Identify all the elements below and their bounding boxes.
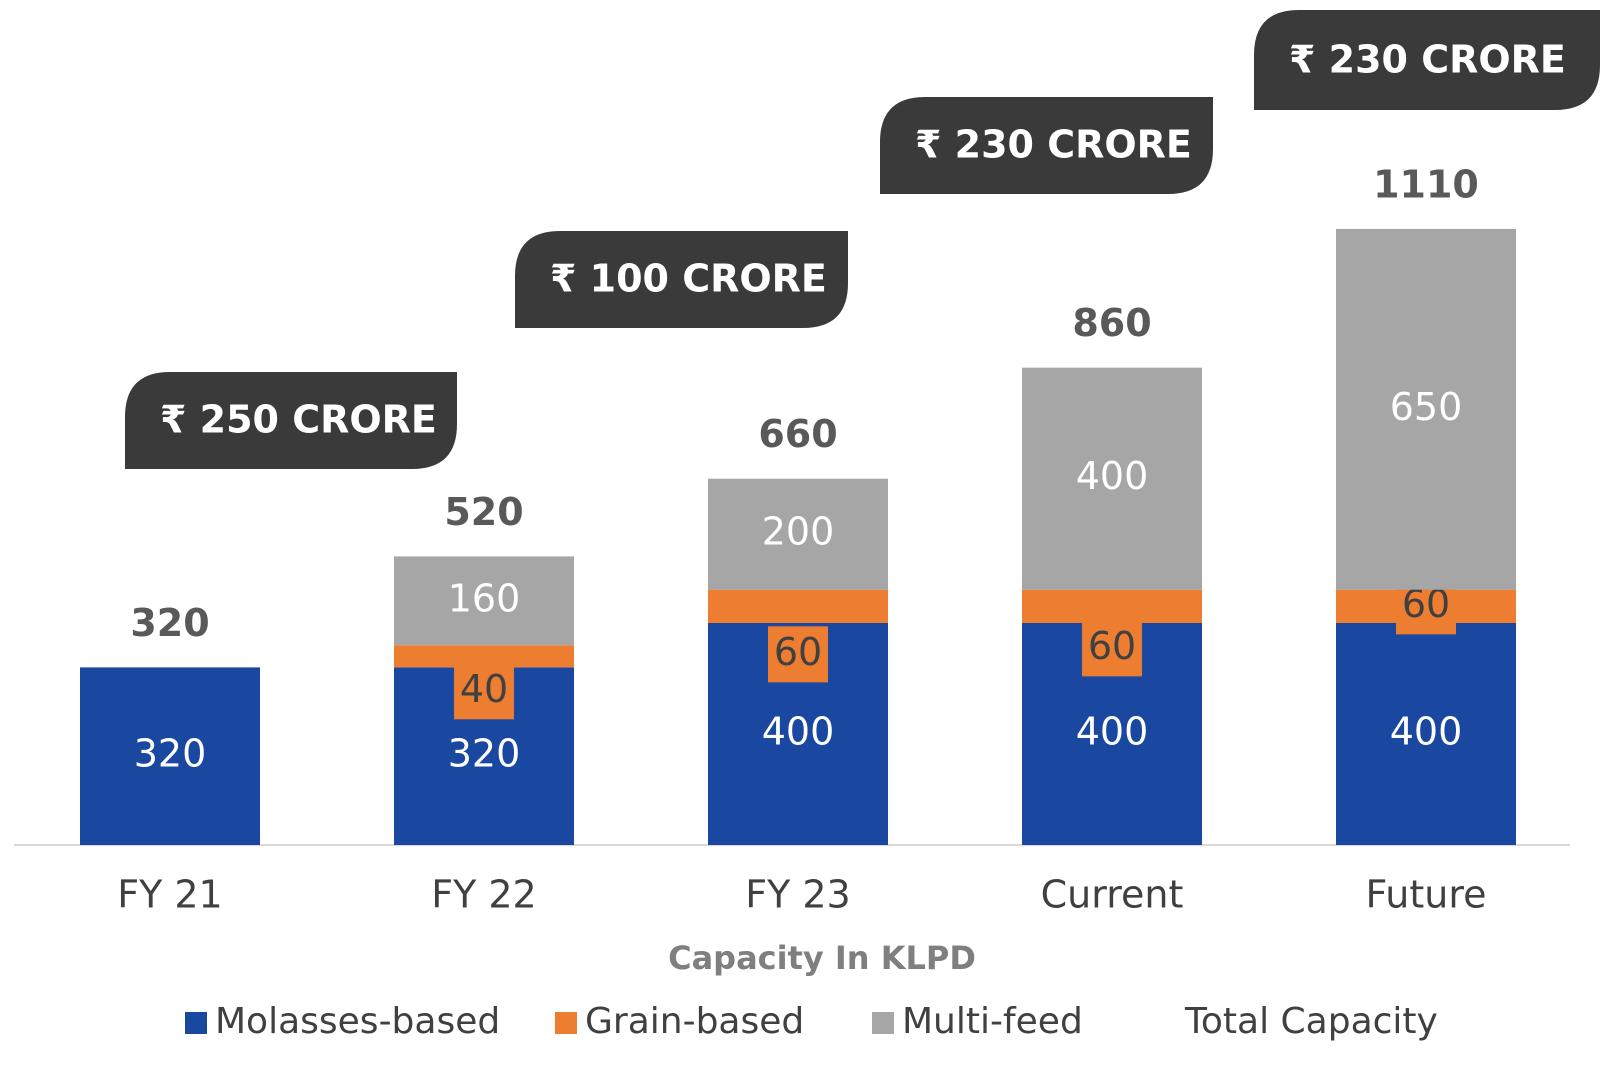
data-label: 60 [1088, 624, 1136, 668]
x-axis-label: Capacity In KLPD [668, 939, 976, 977]
bar-segment [708, 478, 888, 590]
total-label: 660 [758, 412, 837, 456]
data-label: 400 [1076, 454, 1149, 498]
data-label: 320 [134, 732, 207, 776]
total-label: 860 [1072, 301, 1151, 345]
callout-text: ₹ 250 CRORE [160, 398, 437, 442]
data-label: 60 [774, 630, 822, 674]
data-label-box [1082, 620, 1142, 677]
x-tick-label: FY 23 [745, 873, 851, 917]
callout-text: ₹ 230 CRORE [1289, 38, 1566, 82]
x-tick-label: FY 22 [431, 873, 537, 917]
bar-segment [1022, 589, 1202, 623]
callout-box [880, 97, 1213, 194]
data-label: 400 [1076, 710, 1149, 754]
total-label: 320 [130, 601, 209, 645]
legend-label: Grain-based [585, 1001, 804, 1042]
x-tick-label: FY 21 [117, 873, 223, 917]
data-label: 400 [762, 710, 835, 754]
total-label: 520 [444, 490, 523, 534]
legend-swatch [872, 1012, 894, 1034]
bar-segment [394, 645, 574, 668]
callout-text: ₹ 100 CRORE [550, 257, 827, 301]
bar-segment [80, 667, 260, 845]
data-label-box [768, 626, 828, 683]
data-label: 650 [1390, 385, 1463, 429]
callout-text: ₹ 230 CRORE [915, 123, 1192, 167]
data-label: 320 [448, 732, 521, 776]
bar-segment [708, 589, 888, 623]
legend-swatch [555, 1012, 577, 1034]
legend-label: Molasses-based [215, 1001, 500, 1042]
callout-box [125, 372, 457, 469]
legend-swatch [185, 1012, 207, 1034]
x-tick-label: Future [1365, 873, 1486, 917]
total-label: 1110 [1373, 162, 1479, 206]
bar-segment [1336, 228, 1516, 590]
x-tick-label: Current [1041, 873, 1184, 917]
data-label: 160 [448, 576, 521, 620]
callout-box [1254, 10, 1600, 110]
bar-segment [394, 556, 574, 646]
legend-label: Multi-feed [902, 1001, 1083, 1042]
bar-segment [1336, 623, 1516, 845]
data-label: 400 [1390, 710, 1463, 754]
legend-label: Total Capacity [1184, 1001, 1438, 1042]
data-label-box [454, 663, 514, 720]
data-label: 40 [460, 667, 508, 711]
callout-box [515, 231, 848, 328]
data-label: 200 [762, 510, 835, 554]
bar-segment [1022, 367, 1202, 590]
